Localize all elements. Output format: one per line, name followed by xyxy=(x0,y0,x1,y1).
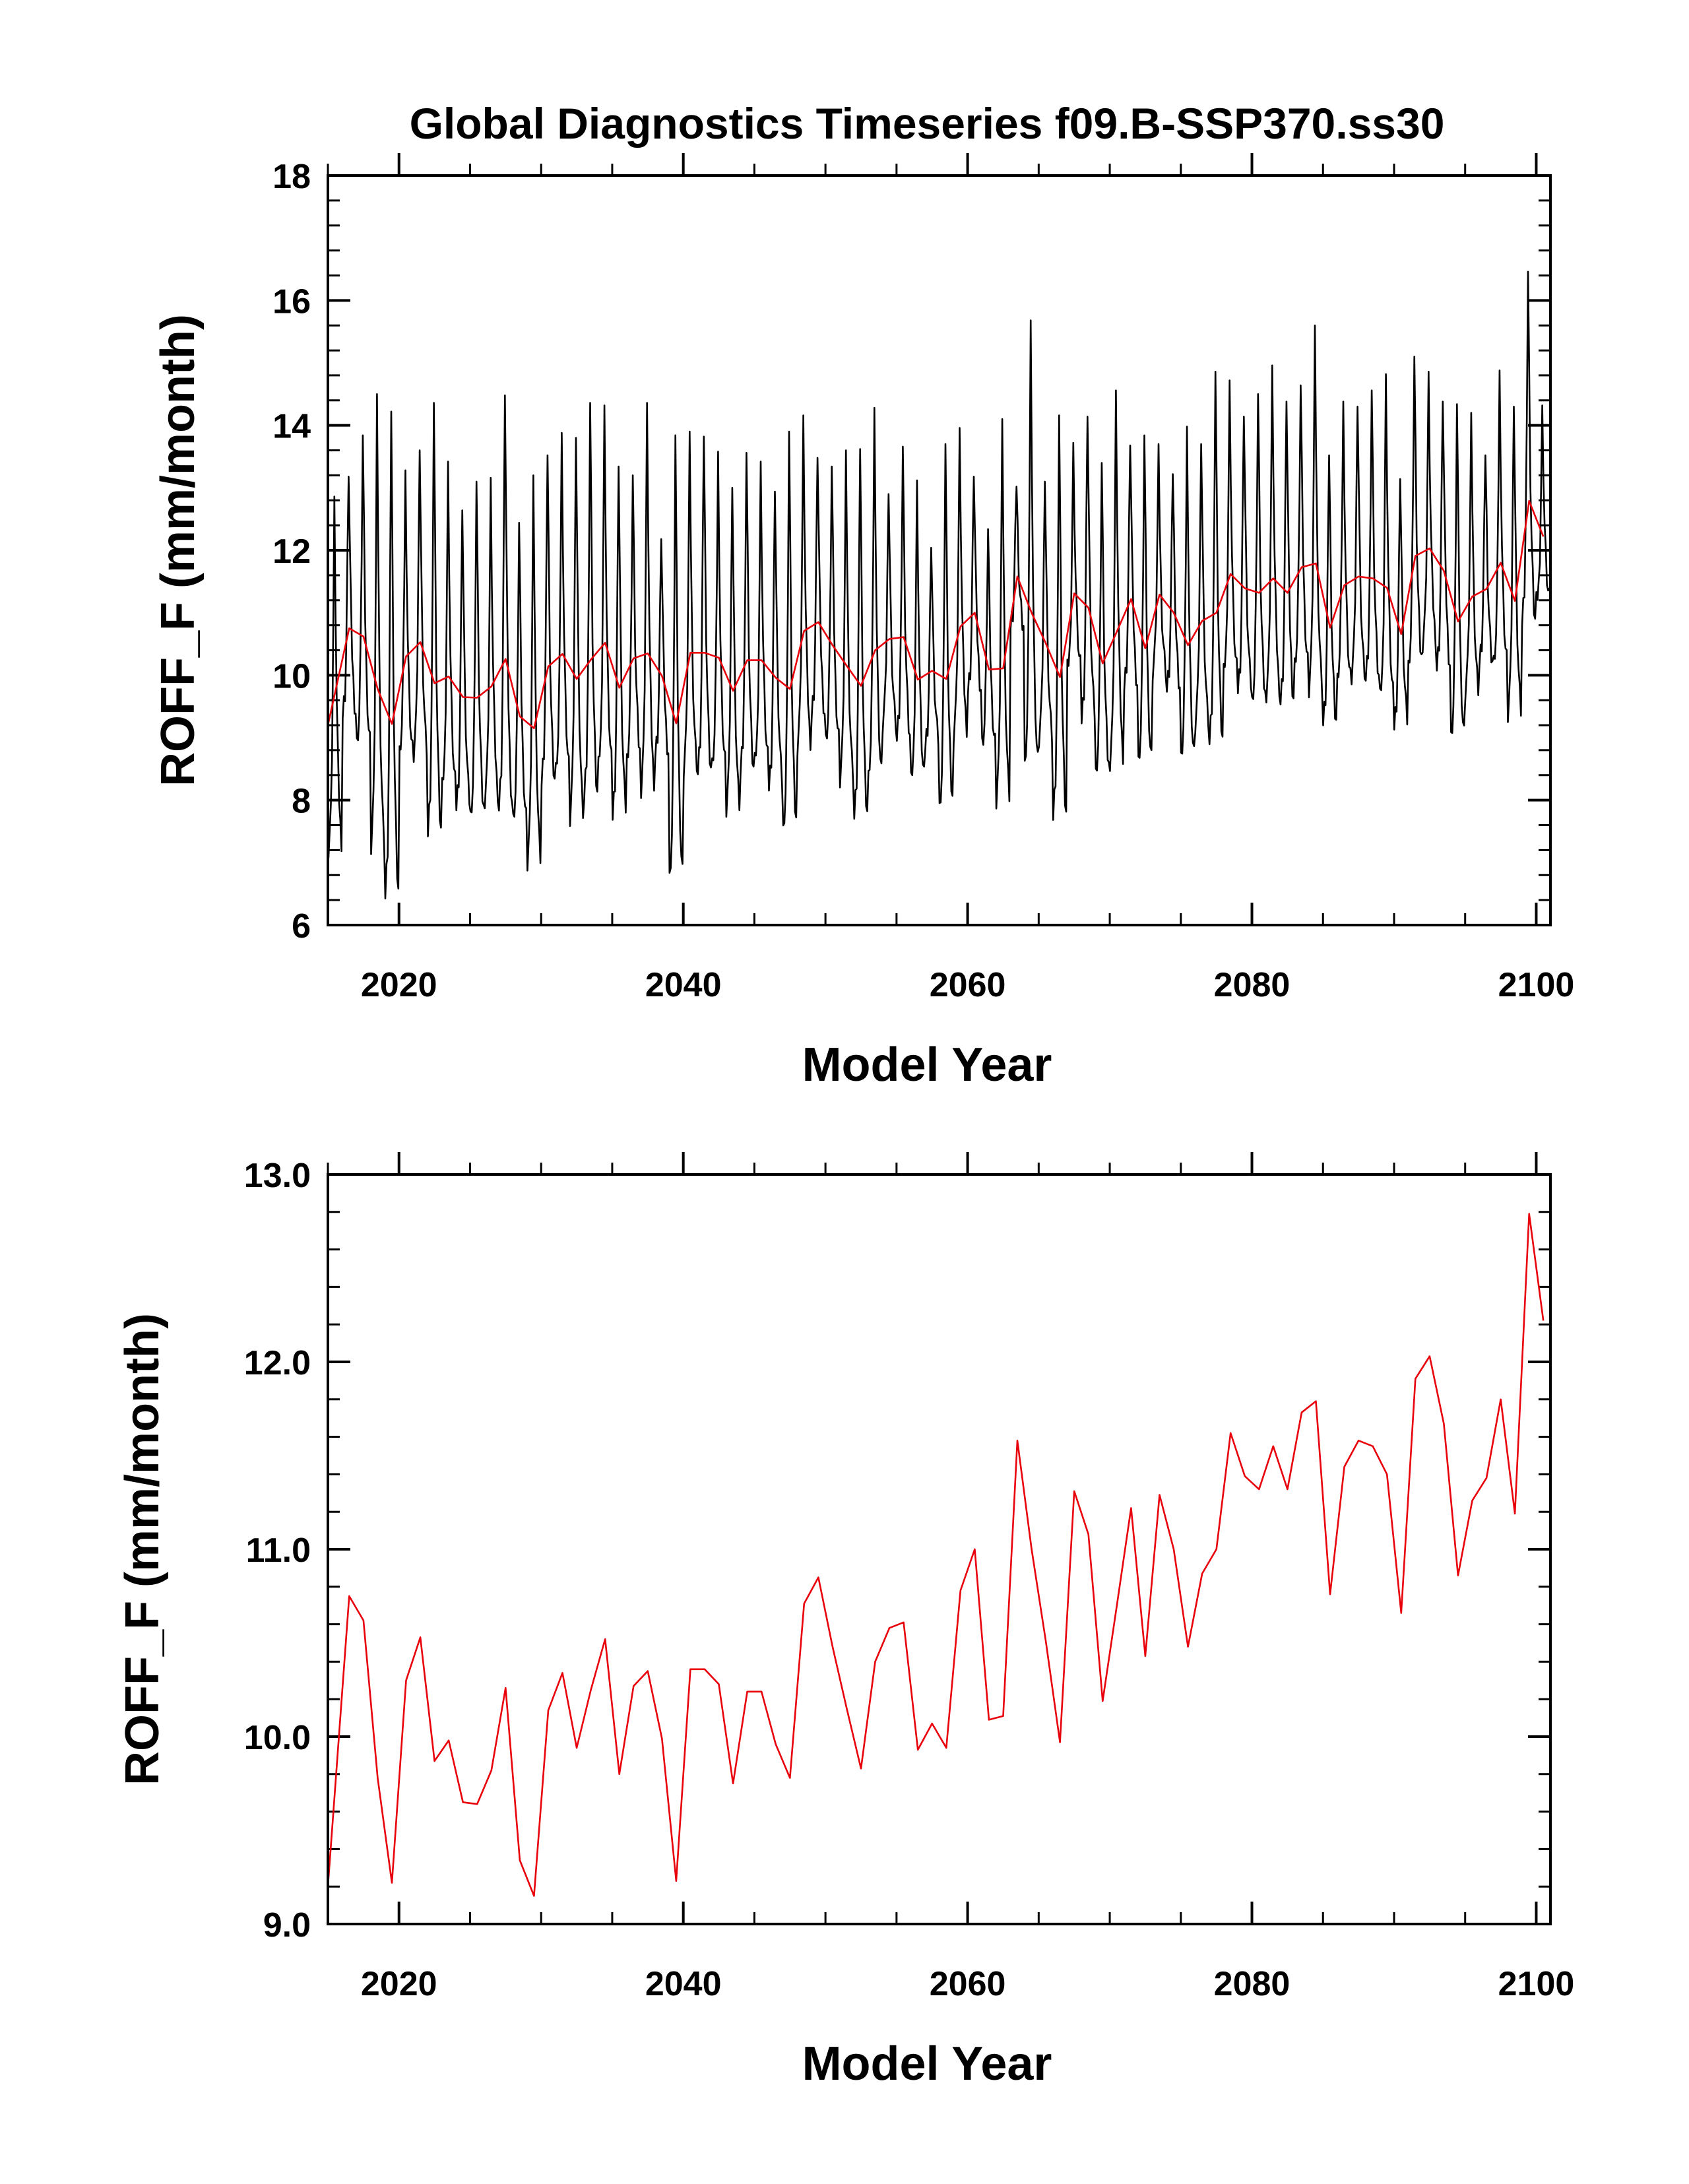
top-plot-frame xyxy=(327,174,1552,926)
top-x-tick-label: 2040 xyxy=(645,966,722,1004)
top-y-tick-label: 12 xyxy=(272,532,311,571)
top-y-tick-label: 8 xyxy=(292,783,311,821)
top-panel: Global Diagnostics Timeseries f09.B-SSP3… xyxy=(152,99,1574,1091)
top-y-axis-label: ROFF_F (mm/month) xyxy=(152,314,205,787)
bottom-panel: 2020 2040 2060 2080 21009.010.011.012.013.0 … xyxy=(116,1152,1574,2090)
top-y-tick-label: 16 xyxy=(272,282,311,321)
top-y-tick-label: 10 xyxy=(272,657,311,695)
top-ticks: 2020 2040 2060 2080 2100 6 8 10 12 14 16 18 xyxy=(272,153,1574,1004)
top-series-annual-mean xyxy=(327,499,1545,730)
top-y-tick-label: 18 xyxy=(272,158,311,196)
bottom-y-tick-label: 10.0 xyxy=(244,1719,311,1757)
bottom-y-tick-label: 9.0 xyxy=(263,1906,311,1944)
top-series-monthly xyxy=(327,271,1550,899)
top-series xyxy=(327,271,1550,899)
bottom-x-tick-label: 2080 xyxy=(1214,1965,1291,2003)
top-x-tick-label: 2060 xyxy=(930,966,1006,1004)
bottom-y-axis-label: ROFF_F (mm/month) xyxy=(116,1313,169,1785)
top-y-tick-label: 14 xyxy=(272,408,311,446)
top-x-axis-label: Model Year xyxy=(802,1039,1052,1091)
bottom-x-tick-label: 2040 xyxy=(645,1965,722,2003)
bottom-plot-frame xyxy=(327,1173,1552,1925)
bottom-y-tick-label: 13.0 xyxy=(244,1157,311,1195)
top-x-tick-label: 2100 xyxy=(1498,966,1575,1004)
top-chart-title: Global Diagnostics Timeseries f09.B-SSP3… xyxy=(410,99,1445,148)
bottom-series-annual-mean xyxy=(327,1213,1545,1897)
top-y-tick-label: 6 xyxy=(292,907,311,946)
bottom-x-axis-label: Model Year xyxy=(802,2038,1052,2090)
bottom-x-tick-label: 2060 xyxy=(930,1965,1006,2003)
bottom-y-tick-label: 11.0 xyxy=(246,1531,311,1570)
bottom-y-tick-label: 12.0 xyxy=(244,1344,311,1382)
bottom-x-tick-label: 2020 xyxy=(361,1965,437,2003)
bottom-ticks: 2020 2040 2060 2080 2100 9.0 10.0 11.0 12.0 13.0 xyxy=(244,1152,1575,2003)
bottom-x-tick-label: 2100 xyxy=(1498,1965,1575,2003)
bottom-series xyxy=(327,1213,1545,1897)
top-x-tick-label: 2020 xyxy=(361,966,437,1004)
top-x-tick-label: 2080 xyxy=(1214,966,1291,1004)
